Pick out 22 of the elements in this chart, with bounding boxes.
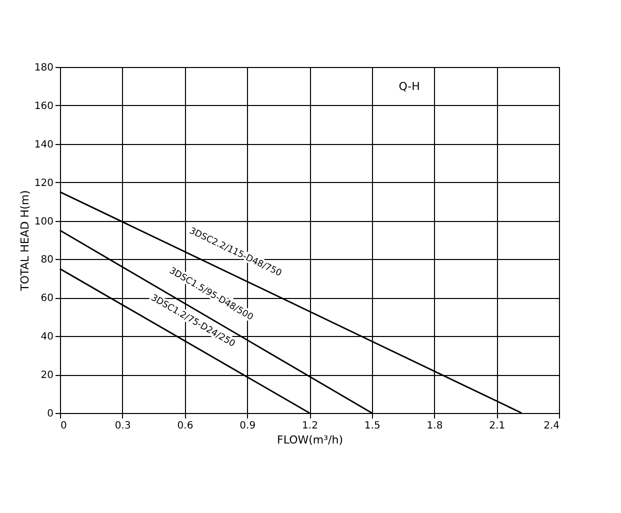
x-tick-label: 0.6 (177, 420, 194, 432)
x-axis-title: FLOW(m³/h) (277, 434, 343, 446)
y-tick-label: 160 (34, 100, 54, 112)
y-tick-label: 80 (40, 254, 54, 266)
y-tick-label: 60 (40, 293, 54, 304)
x-tick-label: 0 (60, 420, 67, 432)
y-tick-label: 100 (34, 216, 54, 228)
y-tick-label: 140 (34, 139, 54, 150)
y-axis-title: TOTAL HEAD H(m) (18, 190, 32, 292)
y-tick-label: 180 (34, 62, 54, 74)
y-tick-label: 0 (47, 408, 54, 420)
y-tick-label: 40 (40, 332, 54, 343)
x-tick-label: 2.1 (489, 420, 506, 432)
x-tick-label: 1.5 (364, 420, 380, 432)
y-tick-label: 20 (40, 370, 54, 382)
x-tick-label: 1.2 (302, 420, 318, 432)
x-tick-label: 2.4 (544, 420, 560, 432)
x-tick-label: 1.8 (426, 420, 443, 432)
y-tick-label: 120 (34, 178, 54, 189)
x-tick-label: 0.3 (114, 420, 131, 432)
x-tick-label: 0.9 (240, 420, 256, 432)
annotation: Q-H (398, 80, 420, 93)
